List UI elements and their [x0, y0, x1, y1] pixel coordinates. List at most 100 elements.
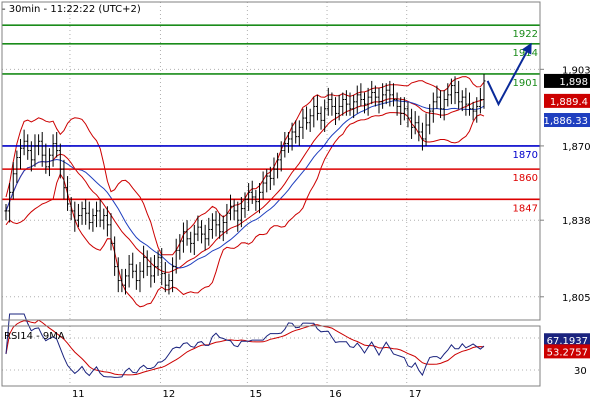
candle [402, 97, 406, 121]
badge-text: 67.1937 [547, 336, 588, 347]
badge-text: 53.2757 [547, 347, 588, 358]
candle [370, 80, 374, 105]
candle [91, 208, 95, 232]
rsi-badge-rsi_line: 67.1937 [544, 333, 590, 348]
price-badge-ma_badge: 1,886.33 [543, 113, 590, 128]
candle [22, 129, 26, 156]
candle [160, 248, 164, 286]
price-badge-price_badge: 1,898 [544, 73, 590, 88]
candle [221, 215, 225, 242]
candle [58, 143, 62, 179]
price-panel-frame [1, 1, 541, 321]
x-tick-label: 16 [329, 389, 342, 400]
candle [388, 80, 392, 107]
x-tick-label: 17 [409, 389, 422, 400]
candle [272, 157, 276, 186]
price-tick-label: 1,838 [562, 216, 590, 227]
candle [283, 131, 287, 158]
candle [174, 238, 178, 274]
candle [134, 264, 138, 290]
candle [196, 215, 200, 242]
candle [229, 194, 233, 221]
rsi-ma-line [5, 319, 485, 376]
candle [62, 159, 66, 200]
candle [40, 131, 44, 167]
candle [105, 206, 109, 237]
candle [464, 87, 468, 116]
rsi-line [5, 313, 485, 378]
candle [18, 138, 22, 170]
candle [330, 92, 334, 116]
candle [413, 111, 417, 135]
candle [478, 87, 482, 114]
badge-text: 1,898 [559, 77, 588, 88]
candle [87, 201, 91, 230]
candle [315, 94, 319, 121]
price-tick-label: 1,870 [562, 142, 590, 153]
candle [247, 183, 251, 211]
candle [475, 97, 479, 123]
candle [138, 261, 142, 293]
candle [453, 76, 457, 105]
candle [232, 199, 236, 221]
projection-path [486, 43, 532, 107]
candle [189, 231, 193, 253]
candle [178, 234, 182, 260]
candle [366, 87, 370, 116]
candle [55, 131, 59, 158]
candle [120, 268, 124, 293]
candle [47, 148, 51, 177]
candle [192, 224, 196, 256]
candle [98, 199, 102, 228]
candle [73, 201, 77, 232]
candle [301, 108, 305, 139]
candle [95, 201, 99, 228]
candle [124, 268, 127, 295]
candle [250, 180, 254, 204]
candle [210, 213, 214, 239]
candle [348, 92, 352, 116]
candle [214, 210, 218, 237]
rsi-title: RSI14 - 9MA [4, 331, 65, 342]
candle [203, 224, 207, 251]
price-badge-bb_badge: 1,889.4 [544, 93, 590, 108]
candle [69, 196, 73, 221]
candle [171, 257, 175, 293]
candle [102, 208, 106, 230]
candle [294, 120, 298, 144]
candle [406, 101, 410, 128]
candle [149, 257, 153, 288]
level-label-1847: 1847 [513, 203, 538, 214]
candle [109, 213, 113, 251]
candle [420, 122, 424, 151]
bollinger-bands [5, 76, 485, 308]
candle [431, 92, 435, 123]
candle [116, 257, 120, 293]
candle [305, 106, 309, 130]
candle [84, 199, 88, 225]
candle [76, 203, 80, 228]
candle [326, 87, 330, 116]
badge-box [544, 344, 590, 359]
candle [207, 217, 211, 246]
candle [257, 183, 261, 214]
badge-text: 1,889.4 [550, 97, 588, 108]
candle [308, 108, 312, 132]
badge-box [544, 333, 590, 348]
candle [243, 192, 247, 218]
candle [428, 104, 432, 135]
candle [142, 245, 146, 279]
candle [391, 83, 395, 107]
candle [181, 222, 185, 253]
level-label-1922: 1922 [513, 29, 538, 40]
candle [395, 92, 399, 116]
candle [51, 134, 55, 167]
candle [152, 255, 156, 283]
candle [399, 97, 403, 126]
candle [265, 169, 269, 193]
x-tick-label: 11 [72, 389, 85, 400]
candle [29, 141, 33, 172]
